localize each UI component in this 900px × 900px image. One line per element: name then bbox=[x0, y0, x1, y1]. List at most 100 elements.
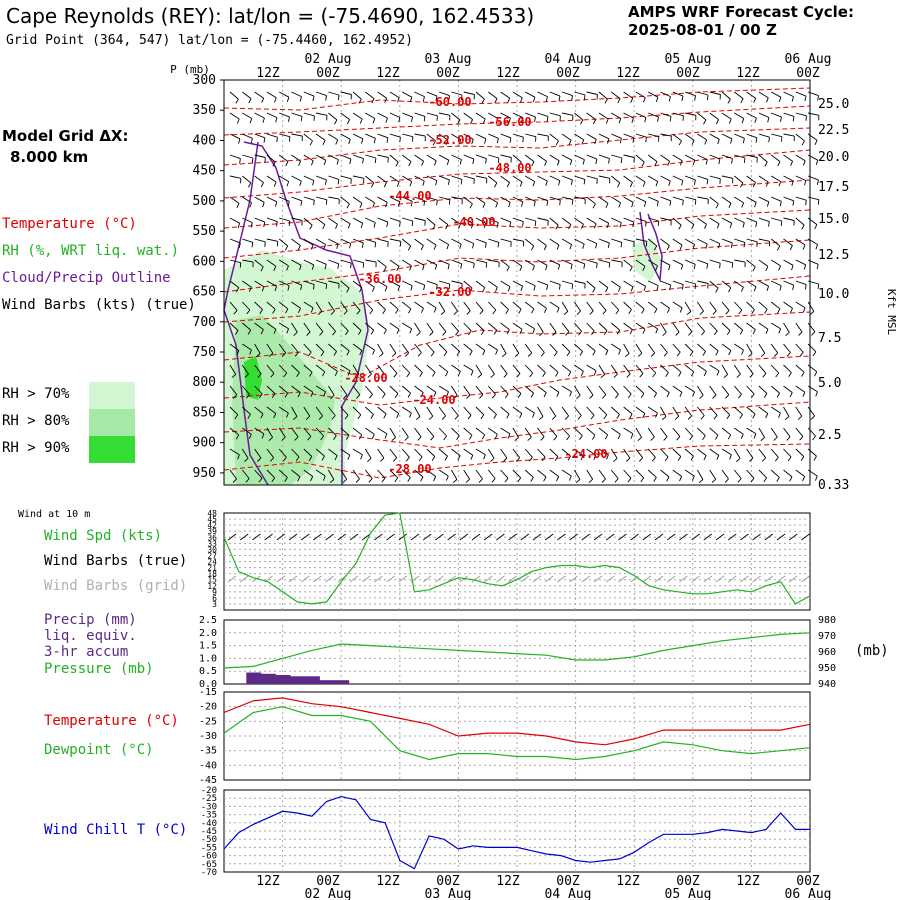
time-tick-label-top: 00Z bbox=[556, 66, 580, 81]
wind-barb bbox=[463, 343, 473, 352]
wind-barb-flag bbox=[763, 393, 768, 398]
wind-barb-flag bbox=[797, 415, 803, 420]
wind-barb-flag bbox=[404, 436, 409, 441]
isotherm-label: -28.00 bbox=[388, 462, 431, 476]
wind-barb bbox=[537, 91, 548, 98]
wind-barb-flag bbox=[629, 266, 633, 272]
wind-barb bbox=[389, 217, 401, 223]
wind-barb bbox=[561, 280, 573, 285]
wind-barb bbox=[451, 427, 460, 436]
wind10-barb-true bbox=[801, 533, 810, 541]
height-tick-label: 25.0 bbox=[818, 97, 849, 112]
wind-barb-flag bbox=[802, 160, 806, 166]
wind10-speed-tick-label: 36 bbox=[207, 533, 217, 542]
wind-barb-flag bbox=[522, 221, 524, 227]
wind-barb bbox=[475, 259, 487, 264]
wind-barb bbox=[303, 364, 313, 373]
height-tick-label: 12.5 bbox=[818, 248, 849, 263]
wind-barb-flag bbox=[541, 456, 546, 462]
wind-barb-flag bbox=[768, 137, 770, 143]
wind-barb-flag bbox=[617, 98, 621, 104]
isotherm-line bbox=[223, 105, 811, 136]
wind-barb-flag bbox=[785, 331, 790, 337]
wind-barb bbox=[807, 343, 817, 353]
wind-barb-flag bbox=[627, 477, 632, 483]
wind-barb-flag bbox=[371, 434, 375, 439]
wind-barb-flag bbox=[236, 203, 240, 208]
wind-barb-flag bbox=[558, 180, 561, 186]
wind-barb bbox=[537, 175, 548, 182]
wind-barb-flag bbox=[715, 119, 720, 125]
wind-barb-flag bbox=[455, 331, 459, 336]
wind-barb-flag bbox=[492, 309, 497, 315]
wind-barb bbox=[611, 91, 621, 99]
wind-barb bbox=[315, 259, 327, 265]
wind-barb bbox=[414, 448, 423, 458]
wind-barb bbox=[364, 469, 373, 479]
wind-barb-flag bbox=[804, 180, 807, 186]
wind-barb bbox=[500, 196, 511, 203]
wind-barb bbox=[352, 112, 363, 120]
isotherm-line bbox=[223, 179, 811, 229]
wind-barb bbox=[414, 133, 426, 137]
wind-barb-flag bbox=[231, 374, 236, 379]
wind-barb bbox=[328, 322, 336, 332]
wind-barb bbox=[647, 322, 658, 330]
wind-barb-flag bbox=[556, 476, 560, 482]
windchill-line bbox=[223, 795, 810, 870]
wind-barb-flag bbox=[773, 436, 778, 441]
rh-swatch-80 bbox=[89, 409, 135, 436]
wind-barb-flag bbox=[236, 350, 240, 356]
wind-barb bbox=[328, 385, 335, 396]
wind-barb bbox=[401, 301, 412, 310]
wind-barb bbox=[303, 133, 313, 142]
wind-barb-flag bbox=[601, 478, 606, 483]
wind-barb bbox=[512, 112, 524, 118]
wind-barb-flag bbox=[519, 181, 523, 187]
wind-barb bbox=[303, 406, 311, 417]
wind-barb bbox=[524, 343, 533, 354]
wind-barb-flag bbox=[815, 160, 819, 166]
date-label-top: 02 Aug bbox=[305, 52, 352, 67]
wind-barb-flag bbox=[517, 393, 522, 398]
wind-barb-flag bbox=[691, 475, 695, 481]
wind-barb-flag bbox=[398, 117, 401, 123]
wind-barb bbox=[463, 301, 471, 312]
wind-barb-flag bbox=[740, 287, 744, 292]
wind-barb bbox=[635, 448, 644, 458]
wind-barb bbox=[438, 322, 447, 332]
wind-barb-flag bbox=[287, 285, 290, 291]
wind-barb-flag bbox=[667, 161, 671, 166]
isotherm-line bbox=[223, 311, 811, 379]
wind-barb bbox=[377, 406, 387, 415]
wind-barb-flag bbox=[776, 392, 780, 398]
wind-barb bbox=[697, 301, 704, 312]
wind-barb-flag bbox=[789, 245, 793, 251]
wind-barb-flag bbox=[305, 415, 311, 420]
wind-barb bbox=[537, 385, 547, 393]
wind-barb bbox=[561, 406, 569, 417]
wind-barb-flag bbox=[423, 116, 426, 122]
wind-barb-flag bbox=[452, 479, 458, 484]
isotherm-label: -32.00 bbox=[428, 285, 471, 299]
wind-barb bbox=[291, 385, 301, 393]
wind-barb bbox=[598, 91, 608, 100]
wind-barb bbox=[512, 175, 523, 183]
wind-barb bbox=[463, 406, 472, 416]
isotherm-line bbox=[223, 127, 811, 166]
wind-barb-flag bbox=[715, 203, 719, 209]
wind-barb-flag bbox=[271, 393, 276, 398]
wind10-barb-grid bbox=[300, 575, 310, 583]
wind-barb-flag bbox=[330, 394, 335, 400]
wind-barb bbox=[451, 301, 458, 312]
wind10-barb-grid bbox=[764, 575, 774, 583]
wind-barb bbox=[438, 385, 449, 393]
wind-barb-flag bbox=[374, 157, 377, 164]
wind-barb-flag bbox=[534, 116, 536, 122]
wind-barb bbox=[611, 427, 621, 435]
wind-barb-flag bbox=[637, 352, 643, 357]
wind-barb-flag bbox=[705, 159, 708, 165]
wind-barb bbox=[389, 322, 400, 330]
wind-barb-flag bbox=[727, 98, 731, 104]
rh-swatch-70 bbox=[89, 382, 135, 409]
